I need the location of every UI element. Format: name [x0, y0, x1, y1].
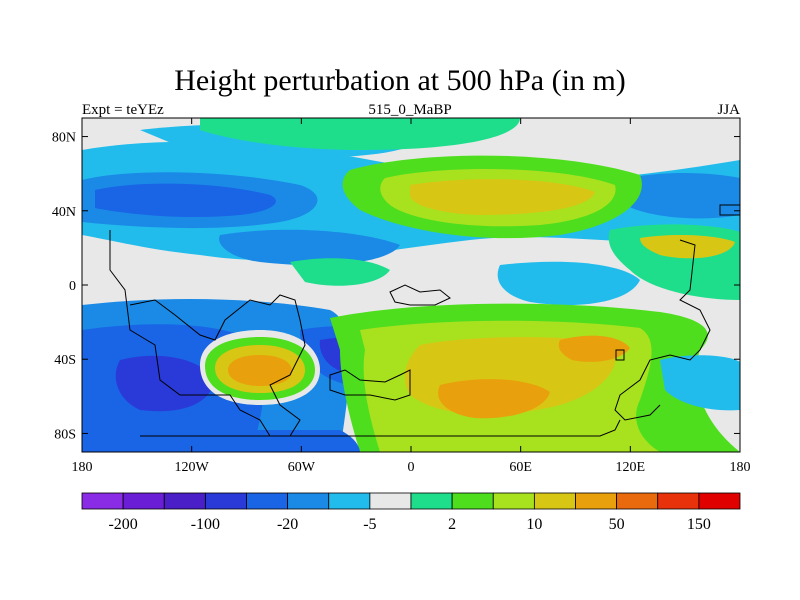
colorbar-swatch: [451, 492, 494, 510]
x-tick-label: 180: [72, 460, 93, 475]
field-blob-north-pacific-core: [95, 183, 276, 218]
field-blob-east-asia-core: [640, 235, 735, 259]
field-blob-tropical-indian: [497, 261, 640, 306]
colorbar-swatch: [492, 492, 535, 510]
coastline-west-africa: [329, 369, 411, 401]
experiment-label: Expt = teYEz: [82, 102, 164, 118]
x-axis: 180 120W 60W 0 60E 120E 180: [72, 118, 751, 475]
colorbar-label: 2: [448, 516, 456, 533]
x-tick-label: 0: [408, 460, 415, 475]
field-blob-tropical-atlantic: [290, 258, 390, 286]
colorbar-swatch: [163, 492, 206, 510]
colorbar-swatch: [287, 492, 330, 510]
colorbar-swatch: [698, 492, 741, 510]
season-label: JJA: [717, 102, 740, 118]
field-blob-south-pacific-core: [228, 355, 292, 386]
colorbar-swatch: [246, 492, 289, 510]
coastline-antarctica: [140, 419, 621, 437]
colorbar: -200 -100 -20 -5 2 10 50 150: [81, 492, 741, 533]
y-tick-label: 80S: [54, 427, 76, 442]
field-blob-eurasia-core: [410, 179, 595, 215]
chart-title: Height perturbation at 500 hPa (in m): [174, 64, 626, 97]
x-tick-label: 60W: [288, 460, 316, 475]
y-axis: 80N 40N 0 40S 80S: [52, 131, 740, 442]
coastline-east-pacific: [719, 204, 740, 216]
field-blob-north-atlantic-low: [219, 229, 400, 266]
y-tick-label: 40S: [54, 353, 76, 368]
colorbar-label: -200: [108, 516, 137, 533]
colorbar-label: 10: [526, 516, 542, 533]
colorbar-label: 50: [609, 516, 625, 533]
colorbar-swatch: [410, 492, 453, 510]
y-tick-label: 80N: [52, 131, 76, 146]
field-blob-australia-core: [558, 335, 630, 362]
coastline-asia: [614, 239, 711, 421]
colorbar-label: 150: [687, 516, 711, 533]
colorbar-swatch: [122, 492, 165, 510]
coastlines: [109, 204, 740, 437]
x-tick-label: 180: [730, 460, 751, 475]
colorbar-swatch: [369, 492, 412, 510]
coastline-north-africa: [389, 284, 451, 306]
colorbar-label: -20: [277, 516, 298, 533]
x-tick-label: 120W: [175, 460, 210, 475]
y-tick-label: 0: [69, 279, 76, 294]
colorbar-swatch: [575, 492, 618, 510]
colorbar-swatch: [616, 492, 659, 510]
field-blob-indian-ocean-core: [438, 379, 550, 419]
field-blob-siberia-low: [620, 173, 740, 219]
field-blob-south-pacific-east: [660, 355, 740, 411]
colorbar-swatch: [81, 492, 124, 510]
colorbar-swatch: [657, 492, 700, 510]
colorbar-label: -100: [191, 516, 220, 533]
colorbar-label: -5: [363, 516, 376, 533]
colorbar-swatch: [533, 492, 576, 510]
x-tick-label: 60E: [509, 460, 532, 475]
x-tick-label: 120E: [616, 460, 646, 475]
map-field: [82, 118, 740, 452]
colorbar-swatch: [328, 492, 371, 510]
coastline-madagascar: [615, 349, 625, 361]
period-label: 515_0_MaBP: [368, 102, 452, 118]
colorbar-swatch: [204, 492, 247, 510]
y-tick-label: 40N: [52, 205, 76, 220]
coastline-americas: [109, 230, 306, 437]
field-blob-arctic-green: [200, 118, 520, 150]
field-blob-far-south: [82, 430, 360, 452]
